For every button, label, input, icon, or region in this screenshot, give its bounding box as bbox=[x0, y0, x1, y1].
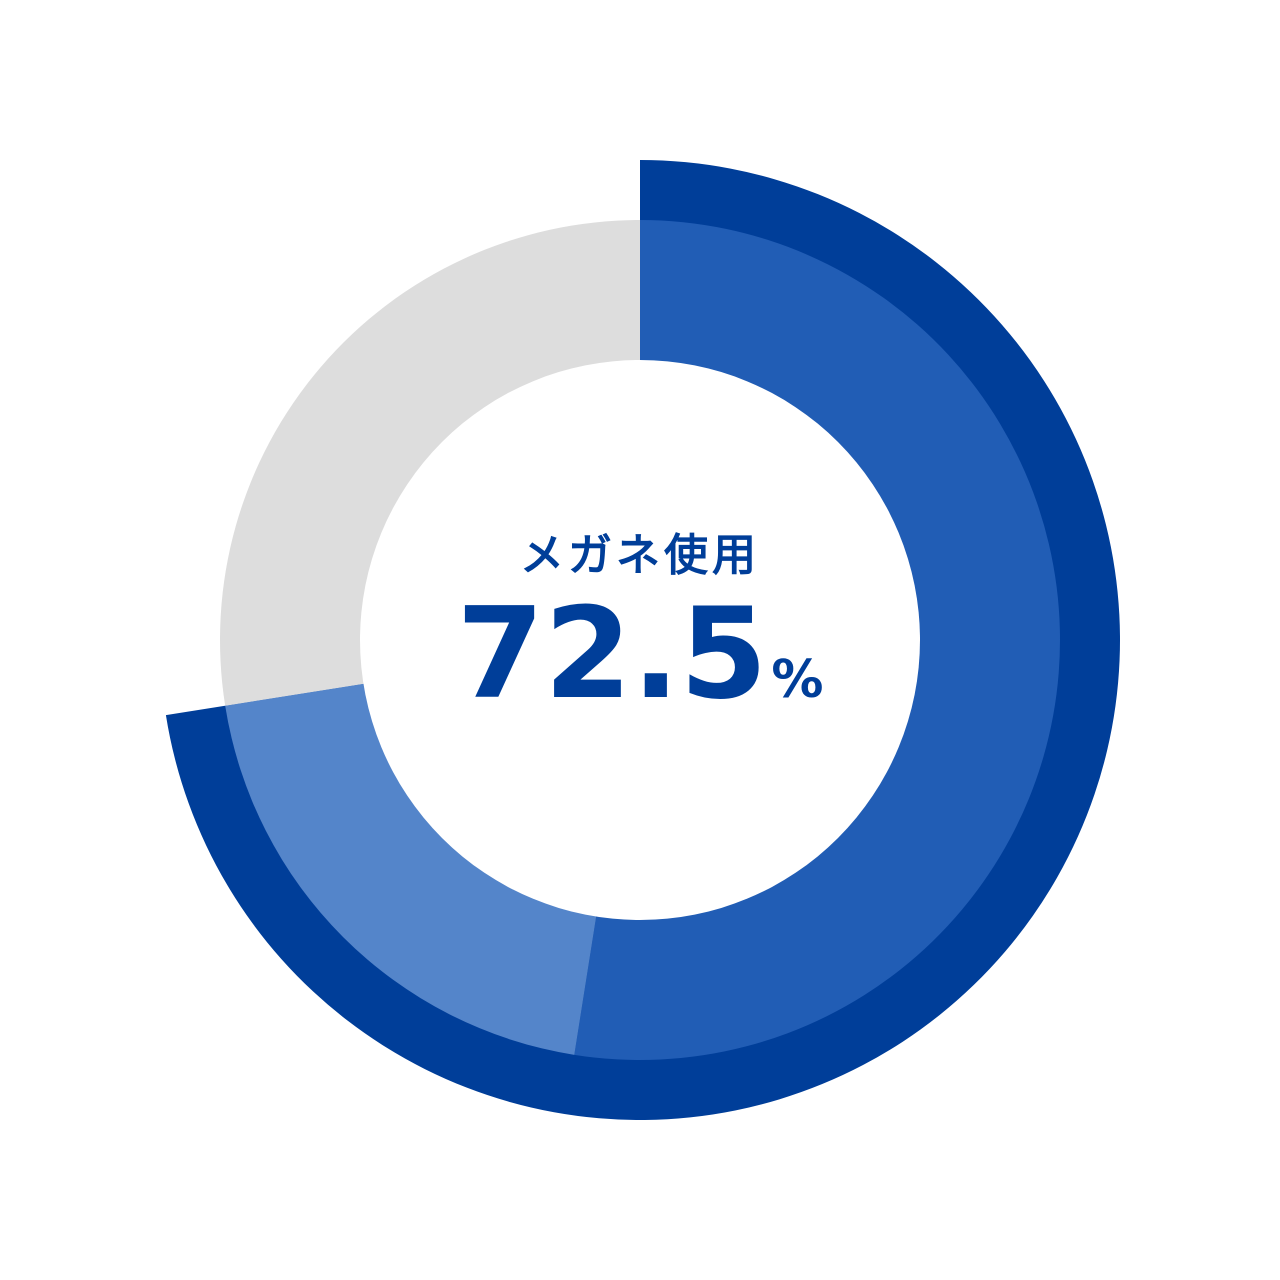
donut-hole bbox=[360, 360, 920, 920]
center-value-unit: % bbox=[771, 650, 823, 710]
center-value-number: 72.5 bbox=[457, 580, 768, 727]
center-label: メガネ使用 bbox=[520, 530, 760, 581]
center-value: 72.5% bbox=[457, 580, 824, 727]
